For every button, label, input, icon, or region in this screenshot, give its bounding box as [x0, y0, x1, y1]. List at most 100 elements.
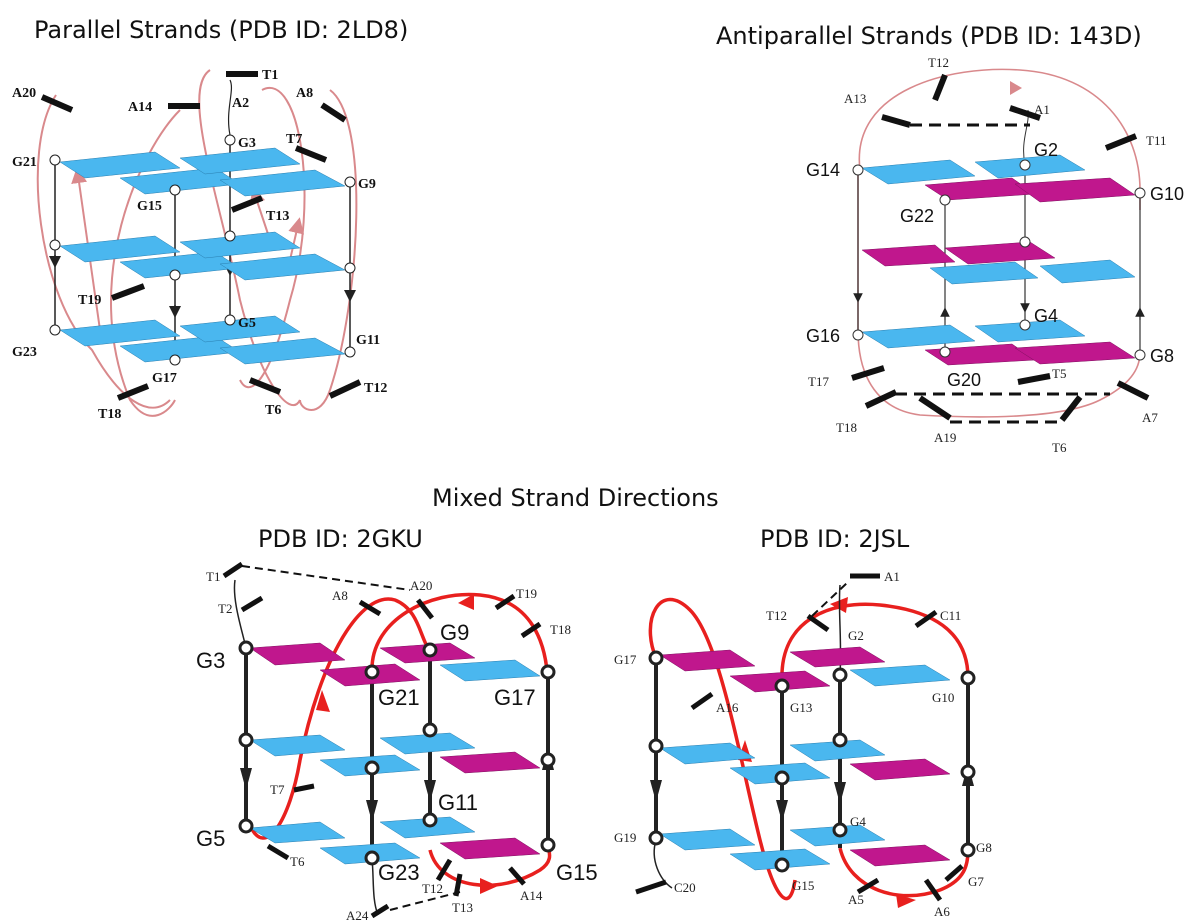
node [648, 650, 664, 666]
guanine-plate-magenta [849, 844, 951, 867]
base-bar [914, 609, 938, 629]
label-t5: T5 [1052, 366, 1066, 381]
loop [858, 68, 1141, 210]
node [364, 664, 380, 680]
h-bond [811, 581, 849, 617]
label-g2: G2 [848, 628, 864, 643]
node [1019, 236, 1031, 248]
label-t18: T18 [550, 622, 571, 637]
base-bar [856, 877, 880, 895]
label-a5: A5 [848, 892, 864, 907]
label-t6: T6 [1052, 440, 1067, 455]
base-bar [320, 102, 347, 123]
guanine-plate [861, 159, 976, 185]
panel-mixed-b: A1 T12 C11 G2 G17 A16 G13 G10 G4 G19 G8 … [614, 569, 992, 919]
label-a16: A16 [716, 700, 739, 715]
guanine-plate [249, 821, 346, 844]
node [344, 262, 356, 274]
panel-parallel: A20 A14 T1 A2 A8 G3 T7 G21 G9 G15 T13 T1… [12, 68, 387, 422]
base-bar [944, 864, 964, 882]
base-bar [881, 114, 911, 128]
guanine-plate [179, 315, 301, 343]
loop [428, 844, 552, 887]
node [224, 134, 236, 146]
guanine-plate [219, 337, 346, 365]
base-bar [806, 613, 830, 633]
label-g16: G16 [806, 326, 840, 346]
base-bar [240, 595, 264, 613]
label-g9: G9 [358, 177, 376, 192]
h-bond [241, 565, 411, 591]
label-t12: T12 [766, 608, 787, 623]
label-g11: G11 [438, 790, 478, 815]
label-a14: A14 [520, 888, 543, 903]
loop [370, 592, 550, 691]
loop [838, 847, 970, 898]
loop [248, 597, 432, 840]
node [960, 764, 976, 780]
base-bar [508, 866, 526, 886]
arrow [316, 690, 330, 712]
label-a1: A1 [884, 569, 900, 584]
guanine-plate [179, 147, 301, 175]
guanine-plate [439, 659, 541, 682]
base-bar [1017, 373, 1051, 385]
label-a13: A13 [844, 91, 866, 106]
base-bar [110, 283, 146, 301]
guanine-plate [861, 324, 976, 349]
base-bar [248, 377, 282, 395]
base-bar [635, 879, 667, 895]
guanine-plate [59, 151, 181, 179]
node [648, 738, 664, 754]
base-bar [294, 145, 328, 163]
base-bar [1116, 380, 1150, 401]
arrow [288, 217, 305, 261]
arrow [458, 594, 474, 610]
node [960, 670, 976, 686]
label-a1: A1 [1034, 102, 1050, 117]
label-a14: A14 [128, 100, 152, 115]
label-g21: G21 [378, 685, 420, 710]
label-g15: G15 [556, 860, 598, 885]
title-mixed-a: PDB ID: 2GKU [258, 525, 423, 553]
node [169, 269, 181, 281]
base-bar [293, 783, 315, 793]
label-g21: G21 [12, 155, 37, 170]
node [422, 722, 438, 738]
node [540, 837, 556, 853]
guanine-plate [219, 253, 346, 281]
base-bar [435, 858, 453, 882]
label-t18: T18 [836, 420, 857, 435]
label-t17: T17 [808, 374, 829, 389]
label-g17: G17 [494, 685, 536, 710]
base-bar [358, 599, 382, 617]
arrow [366, 800, 378, 822]
arrow [240, 768, 252, 790]
label-a8: A8 [332, 588, 348, 603]
node [1019, 159, 1031, 171]
label-t6: T6 [290, 854, 305, 869]
node [774, 857, 790, 873]
node [364, 850, 380, 866]
label-g23: G23 [12, 345, 37, 360]
loop [648, 597, 797, 901]
title-parallel: Parallel Strands (PDB ID: 2LD8) [34, 16, 408, 44]
guanine-plate [1039, 259, 1136, 284]
label-g3: G3 [238, 136, 256, 151]
label-g19: G19 [614, 830, 636, 845]
panel-mixed-a: T1 T2 A20 A8 T19 T18 G9 G3 G21 G17 T7 G1… [196, 561, 598, 923]
base-bar [416, 598, 434, 620]
node [422, 642, 438, 658]
node [49, 239, 61, 251]
arrow [896, 894, 916, 908]
base-bar [230, 195, 264, 213]
base-bar [1104, 133, 1138, 151]
guanine-plate [179, 231, 301, 259]
backbone [233, 579, 247, 649]
loop [110, 109, 181, 417]
base-bar [932, 73, 948, 102]
label-t18: T18 [98, 407, 121, 422]
label-a20: A20 [12, 86, 36, 101]
loop [299, 89, 358, 411]
title-antiparallel: Antiparallel Strands (PDB ID: 143D) [716, 22, 1142, 50]
